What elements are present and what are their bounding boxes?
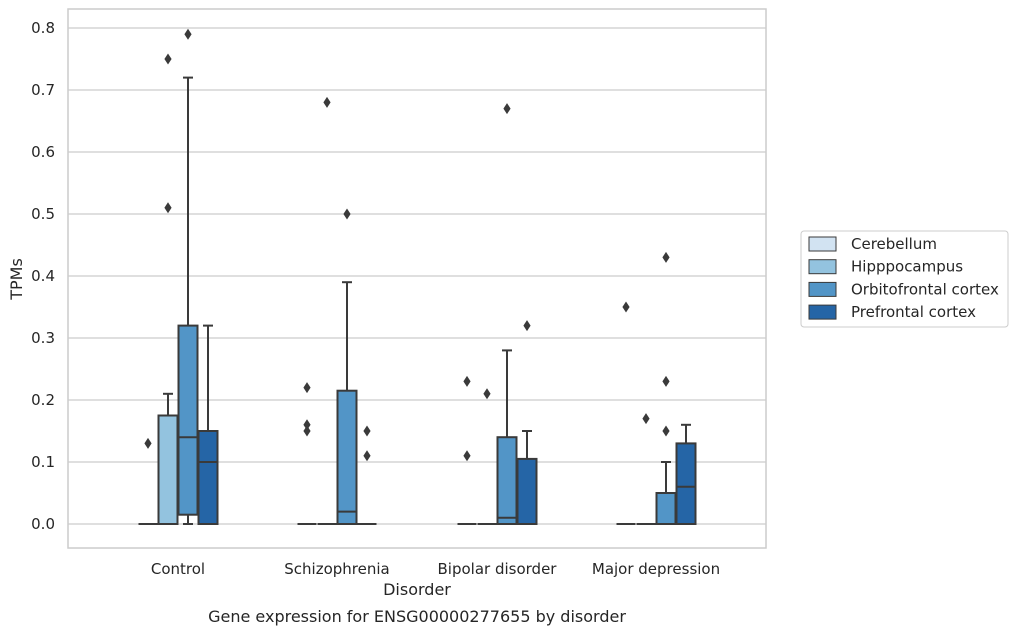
y-tick-label: 0.5 bbox=[31, 205, 55, 223]
box-group bbox=[357, 425, 377, 525]
x-tick-label: Major depression bbox=[592, 560, 720, 578]
x-tick-label: Schizophrenia bbox=[284, 560, 389, 578]
outlier-point bbox=[343, 208, 351, 220]
plot-frame bbox=[67, 8, 767, 549]
y-tick-label: 0.3 bbox=[31, 329, 55, 347]
legend-swatch bbox=[808, 236, 837, 252]
outlier-point bbox=[363, 450, 371, 462]
box-group bbox=[317, 96, 337, 525]
box-body bbox=[496, 436, 518, 526]
outlier-point bbox=[483, 388, 491, 400]
box-group bbox=[457, 375, 477, 525]
box-group bbox=[138, 437, 158, 525]
x-tick-label: Bipolar disorder bbox=[438, 560, 558, 578]
outlier-point bbox=[303, 382, 311, 394]
box-plot-marks bbox=[138, 28, 697, 526]
outlier-point bbox=[662, 251, 670, 263]
box-body bbox=[197, 430, 219, 525]
y-tick-label: 0.2 bbox=[31, 391, 55, 409]
box-group bbox=[197, 324, 219, 525]
legend-label: Hipppocampus bbox=[851, 258, 963, 276]
y-tick-label: 0.7 bbox=[31, 81, 55, 99]
outlier-point bbox=[463, 450, 471, 462]
y-axis-ticks: 0.0 0.1 0.2 0.3 0.4 0.5 0.6 0.7 0.8 bbox=[31, 19, 55, 533]
outlier-point bbox=[523, 320, 531, 332]
y-axis-title: TPMs bbox=[7, 258, 26, 301]
legend-swatch bbox=[808, 281, 837, 297]
outlier-point bbox=[622, 301, 630, 313]
outlier-point bbox=[144, 437, 152, 449]
box-group bbox=[297, 382, 317, 525]
legend-label: Cerebellum bbox=[851, 235, 937, 253]
legend-swatch bbox=[808, 304, 837, 320]
outlier-point bbox=[303, 425, 311, 437]
y-tick-label: 0.8 bbox=[31, 19, 55, 37]
legend-label: Orbitofrontal cortex bbox=[851, 280, 999, 298]
legend: Cerebellum Hipppocampus Orbitofrontal cort… bbox=[800, 230, 1009, 328]
outlier-point bbox=[184, 28, 192, 40]
box-group bbox=[157, 53, 179, 525]
outlier-point bbox=[662, 425, 670, 437]
outlier-point bbox=[303, 419, 311, 431]
outlier-point bbox=[642, 413, 650, 425]
box-group bbox=[496, 103, 518, 526]
box-body bbox=[177, 324, 199, 516]
x-axis-title: Disorder bbox=[383, 580, 451, 599]
box-body bbox=[516, 457, 538, 525]
x-tick-label: Control bbox=[151, 560, 205, 578]
x-axis-ticks: Control Schizophrenia Bipolar disorder Majo… bbox=[151, 560, 720, 578]
box-group bbox=[655, 251, 677, 525]
legend-label: Prefrontal cortex bbox=[851, 303, 976, 321]
outlier-point bbox=[662, 375, 670, 387]
box-group bbox=[177, 28, 199, 525]
y-tick-label: 0.6 bbox=[31, 143, 55, 161]
box-body bbox=[655, 492, 677, 525]
box-group bbox=[675, 423, 697, 525]
box-group bbox=[477, 388, 497, 525]
legend-swatch bbox=[808, 259, 837, 275]
box-body bbox=[675, 442, 697, 525]
y-tick-label: 0.0 bbox=[31, 515, 55, 533]
box-group bbox=[336, 208, 358, 526]
y-tick-label: 0.4 bbox=[31, 267, 55, 285]
box-group bbox=[616, 301, 636, 525]
outlier-point bbox=[164, 53, 172, 65]
box-body bbox=[336, 389, 358, 526]
box-body bbox=[157, 414, 179, 525]
y-tick-label: 0.1 bbox=[31, 453, 55, 471]
legend-frame bbox=[800, 230, 1009, 328]
outlier-point bbox=[503, 103, 511, 115]
outlier-point bbox=[323, 96, 331, 108]
outlier-point bbox=[164, 202, 172, 214]
box-group bbox=[636, 413, 656, 525]
outlier-point bbox=[463, 375, 471, 387]
chart-caption: Gene expression for ENSG00000277655 by d… bbox=[208, 607, 626, 626]
outlier-point bbox=[363, 425, 371, 437]
box-group bbox=[516, 320, 538, 525]
